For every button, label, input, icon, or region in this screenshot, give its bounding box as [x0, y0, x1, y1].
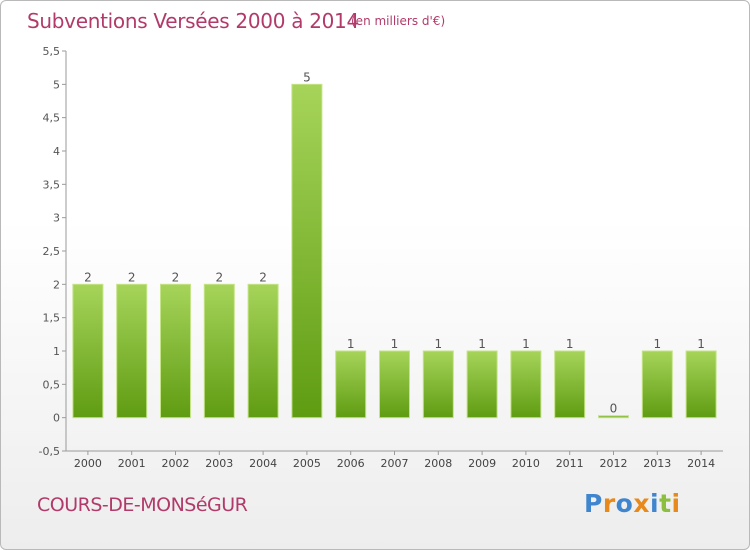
x-tick-label: 2014 [687, 457, 715, 470]
chart-title: Subventions Versées 2000 à 2014 [27, 9, 359, 33]
x-tick-label: 2012 [600, 457, 628, 470]
data-label: 0 [610, 402, 618, 416]
x-tick-label: 2001 [118, 457, 146, 470]
bar-2005 [291, 83, 323, 419]
data-label: 1 [522, 337, 530, 351]
data-label: 2 [259, 270, 267, 284]
data-label: 5 [303, 70, 311, 84]
data-label: 1 [347, 337, 355, 351]
y-tick-label: 2 [53, 278, 60, 291]
logo-letter: i [671, 489, 681, 518]
y-tick-label: 4,5 [43, 112, 61, 125]
y-tick-label: 0 [53, 412, 60, 425]
logo-letter: t [659, 489, 672, 518]
bar-2008 [422, 350, 454, 419]
commune-name: COURS-DE-MONSéGUR [37, 494, 248, 516]
data-label: 1 [434, 337, 442, 351]
data-label: 1 [653, 337, 661, 351]
bar-2013 [641, 350, 673, 419]
data-label: 2 [215, 270, 223, 284]
y-tick-label: 3,5 [43, 178, 61, 191]
y-tick-label: -0,5 [39, 445, 60, 458]
data-label: 2 [128, 270, 136, 284]
data-label: 2 [172, 270, 180, 284]
y-tick-label: 4 [53, 145, 60, 158]
x-tick-label: 2007 [381, 457, 409, 470]
bar-2010 [510, 350, 542, 419]
x-tick-label: 2002 [162, 457, 190, 470]
bar-2007 [379, 350, 410, 419]
logo-letter: P [584, 489, 603, 518]
bars [72, 83, 717, 419]
x-tick-label: 2010 [512, 457, 540, 470]
logo-letter: o [615, 489, 634, 518]
x-tick-label: 2011 [556, 457, 584, 470]
bar-2012 [598, 415, 629, 419]
data-label: 1 [566, 337, 574, 351]
data-labels: 2 2 2 2 2 5 1 1 1 1 1 1 0 1 1 [84, 70, 705, 415]
bar-2009 [466, 350, 498, 419]
data-label: 1 [697, 337, 705, 351]
x-tick-label: 2009 [468, 457, 496, 470]
bar-2001 [116, 283, 148, 419]
x-tick-label: 2000 [74, 457, 102, 470]
y-tick-label: 2,5 [43, 245, 61, 258]
x-tick-label: 2004 [249, 457, 277, 470]
bar-2003 [203, 283, 235, 419]
bar-2002 [160, 283, 191, 419]
bar-2004 [247, 283, 279, 419]
data-label: 2 [84, 270, 92, 284]
data-label: 1 [391, 337, 399, 351]
y-tick-label: 0,5 [43, 378, 61, 391]
data-label: 1 [478, 337, 486, 351]
logo-letter: x [633, 489, 650, 518]
logo-letter: i [650, 489, 660, 518]
axes: -0,5 0 0,5 1 1,5 2 2,5 3 3,5 4 4,5 5 5,5 2000 2001 2002… [39, 45, 723, 470]
x-tick-label: 2003 [205, 457, 233, 470]
y-tick-label: 3 [53, 212, 60, 225]
y-tick-label: 1,5 [43, 312, 61, 325]
y-tick-label: 1 [53, 345, 60, 358]
x-tick-label: 2005 [293, 457, 321, 470]
bar-2000 [72, 283, 104, 419]
chart-unit: (en milliers d'€) [351, 14, 446, 28]
y-tick-label: 5,5 [43, 45, 61, 58]
x-tick-label: 2008 [424, 457, 452, 470]
x-tick-label: 2013 [643, 457, 671, 470]
bar-2011 [554, 350, 586, 419]
proxiti-logo: Proxiti [584, 489, 681, 518]
bar-2014 [685, 350, 717, 419]
logo-letter: r [602, 489, 616, 518]
x-tick-label: 2006 [337, 457, 365, 470]
bar-2006 [335, 350, 367, 419]
y-tick-label: 5 [53, 78, 60, 91]
